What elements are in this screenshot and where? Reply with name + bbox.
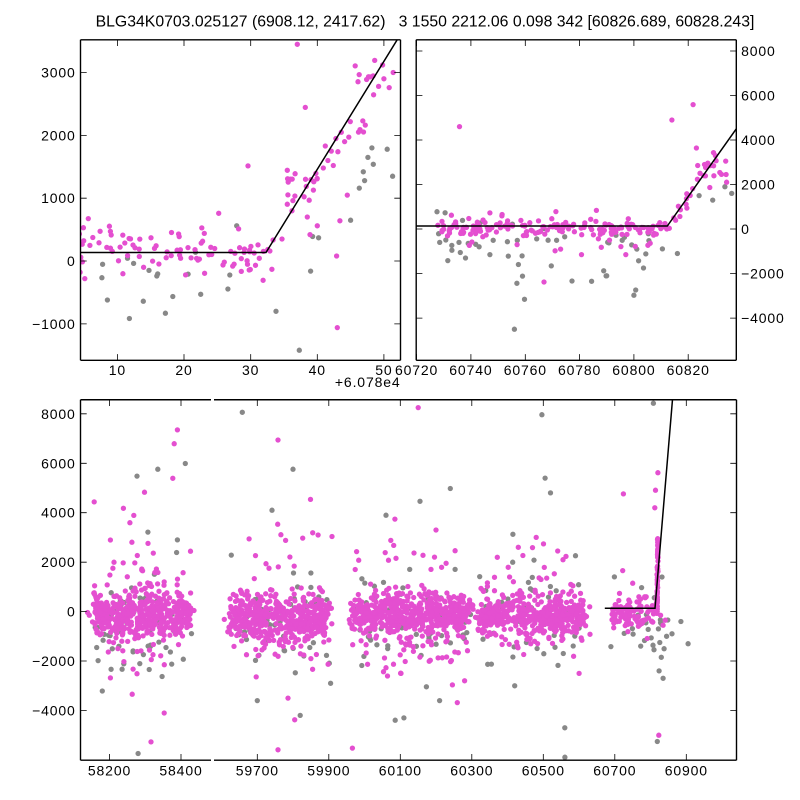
svg-text:50: 50: [375, 362, 392, 378]
svg-text:2000: 2000: [41, 554, 76, 570]
svg-text:3000: 3000: [41, 65, 76, 81]
svg-text:60760: 60760: [504, 362, 547, 378]
svg-text:+6.078e4: +6.078e4: [335, 374, 401, 390]
svg-text:60900: 60900: [665, 762, 708, 778]
svg-text:60780: 60780: [558, 362, 601, 378]
svg-text:−1000: −1000: [32, 316, 76, 332]
svg-text:0: 0: [741, 221, 750, 237]
svg-text:60820: 60820: [667, 362, 710, 378]
svg-text:60500: 60500: [522, 762, 565, 778]
svg-text:59700: 59700: [236, 762, 279, 778]
svg-text:60800: 60800: [612, 362, 655, 378]
svg-text:6000: 6000: [741, 88, 776, 104]
svg-text:60300: 60300: [450, 762, 493, 778]
svg-text:−2000: −2000: [32, 653, 76, 669]
svg-text:10: 10: [109, 362, 126, 378]
svg-text:−4000: −4000: [741, 310, 785, 326]
svg-text:60720: 60720: [395, 362, 438, 378]
svg-text:0: 0: [67, 604, 76, 620]
svg-text:40: 40: [309, 362, 326, 378]
svg-text:4000: 4000: [741, 132, 776, 148]
svg-text:58400: 58400: [159, 762, 202, 778]
svg-text:0: 0: [67, 253, 76, 269]
svg-text:8000: 8000: [741, 43, 776, 59]
svg-text:BLG34K0703.025127 (6908.12, 24: BLG34K0703.025127 (6908.12, 2417.62) 3 1…: [96, 14, 755, 31]
svg-text:60700: 60700: [593, 762, 636, 778]
svg-text:59900: 59900: [307, 762, 350, 778]
svg-text:60740: 60740: [449, 362, 492, 378]
svg-text:60100: 60100: [379, 762, 422, 778]
svg-text:1000: 1000: [41, 190, 76, 206]
svg-text:8000: 8000: [41, 406, 76, 422]
svg-text:20: 20: [175, 362, 192, 378]
svg-text:4000: 4000: [41, 505, 76, 521]
svg-text:2000: 2000: [741, 177, 776, 193]
svg-text:−4000: −4000: [32, 703, 76, 719]
svg-text:30: 30: [242, 362, 259, 378]
svg-text:6000: 6000: [41, 455, 76, 471]
svg-text:2000: 2000: [41, 127, 76, 143]
svg-text:58200: 58200: [88, 762, 131, 778]
svg-text:−2000: −2000: [741, 266, 785, 282]
